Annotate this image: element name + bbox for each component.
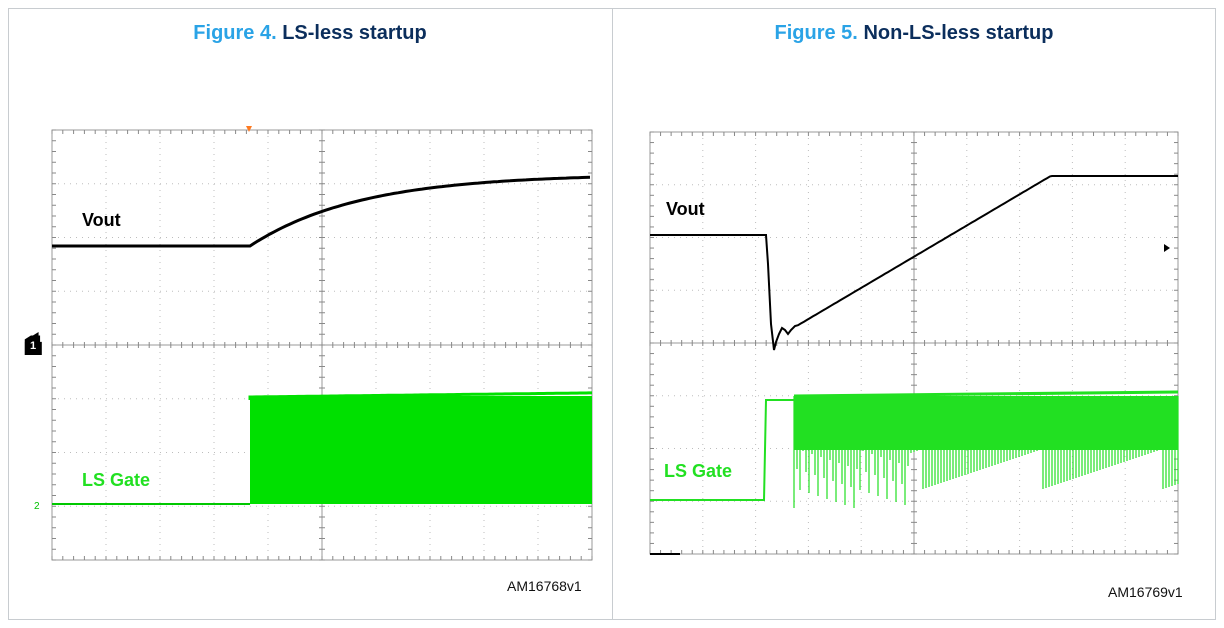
ch2-marker: 2 (34, 501, 40, 512)
figure4-title: LS-less startup (282, 22, 427, 44)
figure5-vout-trace (650, 175, 1178, 351)
figure5-ls-gate-low-segment (650, 399, 794, 501)
ch1-marker: 1 (30, 340, 36, 352)
figure4-number: Figure 4. (193, 22, 277, 44)
figure5-number: Figure 5. (774, 22, 858, 44)
figure5-title: Non-LS-less startup (863, 22, 1054, 44)
figure4-ref-code: AM16768v1 (507, 578, 582, 594)
figure4-vout-trace (52, 175, 591, 248)
trigger-marker-icon (246, 126, 252, 132)
figure5-ls-gate-top-edge (793, 390, 1179, 398)
figure4-vout-label: Vout (82, 210, 121, 230)
figure4-ls-gate-label: LS Gate (82, 470, 150, 490)
figure4-ls-gate-switching-band (250, 396, 592, 504)
ch1-offset-arrow-icon (1164, 244, 1170, 252)
figure5-ref-code: AM16769v1 (1108, 584, 1183, 600)
figure5-caption: Figure 5. Non-LS-less startup (614, 22, 1214, 45)
figure5-ls-gate-label: LS Gate (664, 461, 732, 481)
figure5-grid (649, 131, 1179, 555)
figure4-caption: Figure 4. LS-less startup (10, 22, 610, 45)
figure5-scope-plot: Vout LS Gate (649, 131, 1179, 555)
figure4-scope-plot: 1 2 Vout LS Gate (24, 126, 593, 561)
panel-divider (612, 8, 613, 620)
figure5-vout-label: Vout (666, 199, 705, 219)
figure4-ls-gate-band-edge (248, 391, 592, 400)
figure4-grid (51, 129, 593, 561)
figure5-ls-gate-trace (650, 390, 1179, 508)
